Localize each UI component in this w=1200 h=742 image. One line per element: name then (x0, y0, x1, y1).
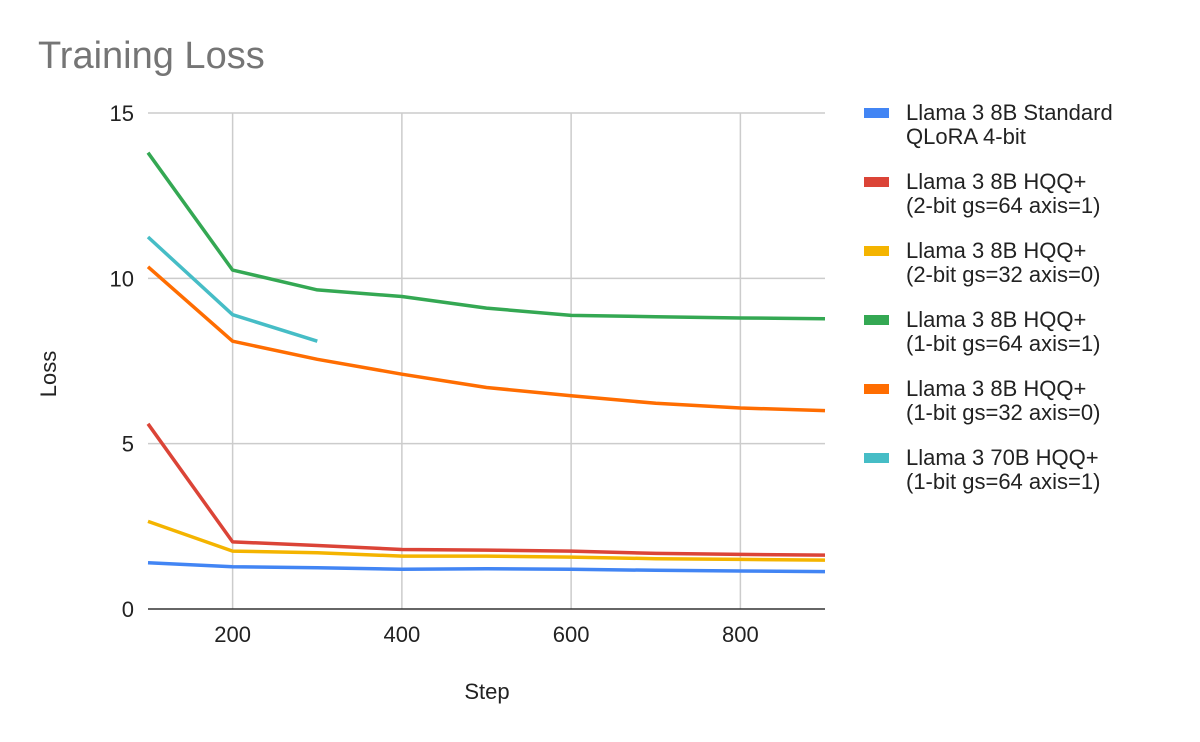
x-axis-title: Step (464, 679, 509, 704)
x-tick-label: 400 (384, 622, 421, 647)
plot-area (146, 151, 826, 574)
legend-label-2: Llama 3 8B HQQ+ (2-bit gs=64 axis=1) (906, 169, 1100, 218)
legend-swatch-3 (864, 246, 889, 256)
legend-swatch-5 (864, 384, 889, 394)
grid (148, 112, 825, 609)
x-axis: 200 400 600 800 (214, 622, 758, 647)
legend-label-line: (1-bit gs=64 axis=1) (906, 469, 1100, 494)
legend-swatch-1 (864, 108, 889, 118)
legend-label-line: Llama 3 8B HQQ+ (906, 238, 1086, 263)
y-tick-label: 15 (110, 101, 134, 126)
legend-label-line: Llama 3 8B HQQ+ (906, 376, 1086, 401)
legend-swatch-4 (864, 315, 889, 325)
y-tick-label: 10 (110, 266, 134, 291)
legend-swatch-2 (864, 177, 889, 187)
x-tick-label: 600 (553, 622, 590, 647)
legend-label-3: Llama 3 8B HQQ+ (2-bit gs=32 axis=0) (906, 238, 1100, 287)
y-axis-title: Loss (36, 351, 61, 397)
series-line-3 (147, 519, 826, 562)
series-line-1 (147, 560, 826, 574)
legend-label-6: Llama 3 70B HQQ+ (1-bit gs=64 axis=1) (906, 445, 1100, 494)
series-line-5 (146, 265, 826, 413)
y-tick-label: 0 (122, 597, 134, 622)
legend-label-line: QLoRA 4-bit (906, 124, 1026, 149)
legend-label-line: Llama 3 8B HQQ+ (906, 169, 1086, 194)
legend-swatch-6 (864, 453, 889, 463)
x-tick-label: 200 (214, 622, 251, 647)
legend-label-5: Llama 3 8B HQQ+ (1-bit gs=32 axis=0) (906, 376, 1100, 425)
y-axis: 0 5 10 15 (110, 101, 134, 622)
series-line-4 (146, 151, 826, 321)
x-tick-label: 800 (722, 622, 759, 647)
y-tick-label: 5 (122, 432, 134, 457)
legend-label-line: (1-bit gs=64 axis=1) (906, 331, 1100, 356)
legend-label-line: (2-bit gs=32 axis=0) (906, 262, 1100, 287)
legend-label-line: (1-bit gs=32 axis=0) (906, 400, 1100, 425)
series-line-2 (146, 422, 826, 557)
series-line-6 (146, 235, 318, 343)
chart-title: Training Loss (38, 35, 265, 77)
legend-label-line: Llama 3 70B HQQ+ (906, 445, 1099, 470)
legend-label-1: Llama 3 8B Standard QLoRA 4-bit (906, 100, 1113, 149)
legend-label-4: Llama 3 8B HQQ+ (1-bit gs=64 axis=1) (906, 307, 1100, 356)
legend-label-line: Llama 3 8B HQQ+ (906, 307, 1086, 332)
legend-label-line: (2-bit gs=64 axis=1) (906, 193, 1100, 218)
legend-label-line: Llama 3 8B Standard (906, 100, 1113, 125)
